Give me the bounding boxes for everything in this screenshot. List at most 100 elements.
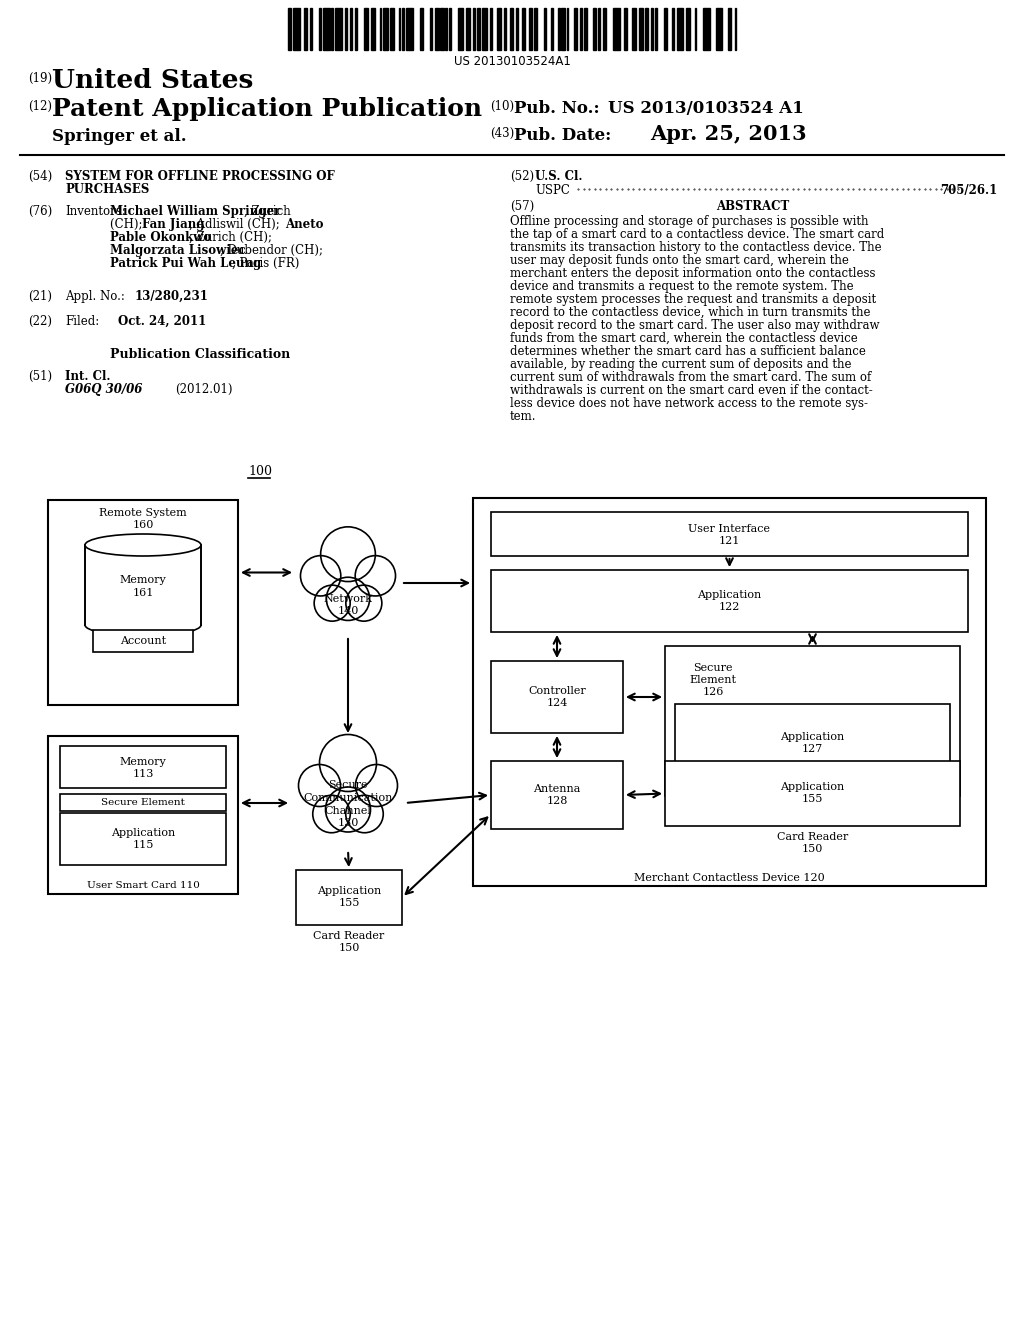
Bar <box>390 8 393 50</box>
Text: (22): (22) <box>28 315 52 327</box>
Text: tem.: tem. <box>510 411 537 422</box>
Circle shape <box>319 734 377 792</box>
Text: (21): (21) <box>28 290 52 304</box>
Text: Malgorzata Lisowiec: Malgorzata Lisowiec <box>110 244 246 257</box>
Bar <box>355 8 357 50</box>
Bar <box>734 8 736 50</box>
Ellipse shape <box>85 614 201 636</box>
Text: 124: 124 <box>547 698 567 708</box>
Bar <box>406 8 413 50</box>
Text: 150: 150 <box>802 843 823 854</box>
Bar <box>728 8 731 50</box>
Bar <box>402 8 403 50</box>
Text: , Dubendor (CH);: , Dubendor (CH); <box>220 244 323 257</box>
Bar <box>60 795 226 810</box>
Bar <box>665 645 961 796</box>
Text: 122: 122 <box>719 602 740 612</box>
Bar <box>398 8 400 50</box>
Bar <box>644 8 648 50</box>
Text: merchant enters the deposit information onto the contactless: merchant enters the deposit information … <box>510 267 876 280</box>
Text: Patrick Pui Wah Leung: Patrick Pui Wah Leung <box>110 257 261 271</box>
Bar <box>60 746 226 788</box>
Bar <box>528 8 532 50</box>
Text: (CH);: (CH); <box>110 218 146 231</box>
Bar <box>613 8 621 50</box>
Text: United States: United States <box>52 69 253 92</box>
Bar <box>293 8 300 50</box>
Text: less device does not have network access to the remote sys-: less device does not have network access… <box>510 397 868 411</box>
Text: Antenna: Antenna <box>534 784 581 795</box>
Text: 113: 113 <box>132 770 154 779</box>
Bar <box>380 8 382 50</box>
Text: current sum of withdrawals from the smart card. The sum of: current sum of withdrawals from the smar… <box>510 371 871 384</box>
Bar <box>603 8 606 50</box>
Text: Channel: Channel <box>325 807 372 816</box>
Text: 115: 115 <box>132 840 154 850</box>
Bar <box>476 8 480 50</box>
Bar <box>510 8 513 50</box>
Text: User Interface: User Interface <box>688 524 770 535</box>
Text: , Zurich: , Zurich <box>244 205 291 218</box>
Text: Publication Classification: Publication Classification <box>110 348 290 360</box>
Text: Application: Application <box>316 887 381 896</box>
Text: SYSTEM FOR OFFLINE PROCESSING OF: SYSTEM FOR OFFLINE PROCESSING OF <box>65 170 335 183</box>
Bar <box>651 8 653 50</box>
Text: Secure Element: Secure Element <box>101 799 185 807</box>
Text: 160: 160 <box>132 520 154 531</box>
Bar <box>639 8 643 50</box>
Text: U.S. Cl.: U.S. Cl. <box>535 170 583 183</box>
Text: Pable Okonkwo: Pable Okonkwo <box>110 231 211 244</box>
Bar <box>521 8 525 50</box>
Text: 705/26.1: 705/26.1 <box>940 183 997 197</box>
Text: Network: Network <box>324 594 373 605</box>
Circle shape <box>346 795 383 833</box>
Bar <box>558 8 560 50</box>
Bar <box>655 8 656 50</box>
Bar <box>303 8 307 50</box>
Text: US 20130103524A1: US 20130103524A1 <box>454 55 570 69</box>
Text: Springer et al.: Springer et al. <box>52 128 186 145</box>
Text: (43): (43) <box>490 127 514 140</box>
Text: available, by reading the current sum of deposits and the: available, by reading the current sum of… <box>510 358 852 371</box>
Bar <box>365 8 368 50</box>
Text: remote system processes the request and transmits a deposit: remote system processes the request and … <box>510 293 877 306</box>
Text: Merchant Contactless Device 120: Merchant Contactless Device 120 <box>634 873 825 883</box>
Text: (2012.01): (2012.01) <box>175 383 232 396</box>
Text: Account: Account <box>120 636 166 645</box>
Bar <box>490 570 968 632</box>
Text: 155: 155 <box>338 899 359 908</box>
Text: US 2013/0103524 A1: US 2013/0103524 A1 <box>608 100 804 117</box>
Bar <box>449 8 451 50</box>
Text: Card Reader: Card Reader <box>777 832 848 842</box>
Text: device and transmits a request to the remote system. The: device and transmits a request to the re… <box>510 280 854 293</box>
Bar <box>584 8 588 50</box>
Bar <box>345 8 347 50</box>
Bar <box>551 8 553 50</box>
Text: 126: 126 <box>702 686 724 697</box>
Bar <box>581 8 583 50</box>
Text: Appl. No.:: Appl. No.: <box>65 290 125 304</box>
Bar <box>335 8 342 50</box>
Circle shape <box>355 556 395 595</box>
Circle shape <box>300 556 341 595</box>
Ellipse shape <box>85 535 201 556</box>
Text: Controller: Controller <box>528 686 586 696</box>
Circle shape <box>314 585 350 622</box>
Text: 13/280,231: 13/280,231 <box>135 290 209 304</box>
Text: USPC: USPC <box>535 183 570 197</box>
Bar <box>598 8 599 50</box>
Text: Memory: Memory <box>120 576 166 585</box>
Text: 127: 127 <box>802 744 823 754</box>
Bar <box>624 8 628 50</box>
Text: Application: Application <box>697 590 762 601</box>
Circle shape <box>327 577 370 620</box>
Bar <box>534 8 538 50</box>
Text: Aneto: Aneto <box>285 218 324 231</box>
Bar <box>490 762 623 829</box>
Text: (12): (12) <box>28 100 52 114</box>
Text: (19): (19) <box>28 73 52 84</box>
Bar <box>703 8 711 50</box>
Text: 130: 130 <box>337 818 358 828</box>
Bar <box>48 500 238 705</box>
Bar <box>420 8 423 50</box>
